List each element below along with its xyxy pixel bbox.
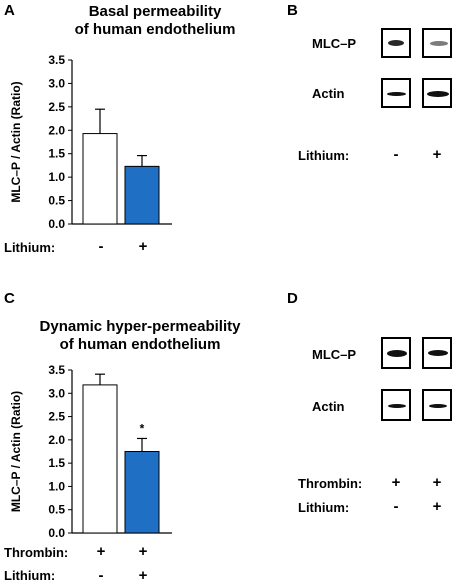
y-tick-label: 1.0 [48, 479, 65, 493]
panel-d-thrombin-label: Thrombin: [298, 476, 363, 491]
panel-d-actin-label: Actin [312, 399, 345, 414]
panel-d-blot-mlcp-1 [381, 337, 411, 369]
panel-b-lithium-sign-1: - [393, 146, 399, 163]
y-tick-label: 0.0 [48, 526, 65, 540]
significance-marker: * [140, 421, 145, 435]
panel-d-blot-actin-1 [381, 389, 411, 421]
blot-band [388, 40, 404, 46]
y-tick-label: 3.0 [48, 76, 65, 90]
y-tick-label: 2.0 [48, 433, 65, 447]
panel-c-thrombin-sign-1: + [96, 543, 106, 560]
y-axis-label: MLC–P / Actin (Ratio) [9, 81, 23, 202]
panel-d-blot-actin-2 [422, 389, 452, 421]
y-tick-label: 0.0 [48, 217, 65, 231]
panel-c-lithium-sign-1: - [98, 567, 104, 584]
y-tick-label: 0.5 [48, 503, 65, 517]
y-tick-label: 1.5 [48, 456, 65, 470]
panel-d-thrombin-sign-2: + [432, 474, 442, 491]
panel-c-title: Dynamic hyper-permeability of human endo… [10, 318, 270, 354]
panel-b-blot-mlcp-1 [381, 28, 411, 58]
panel-a-lithium-sign-1: - [98, 238, 104, 255]
panel-a-title: Basal permeability of human endothelium [40, 3, 270, 39]
panel-d-blot-mlcp-2 [422, 337, 452, 369]
lithium-bar [124, 451, 160, 534]
panel-a-lithium-label: Lithium: [4, 240, 56, 255]
panel-a-lithium-sign-2: + [138, 238, 148, 255]
panel-d-lithium-sign-2: + [432, 498, 442, 515]
blot-band [388, 404, 406, 408]
y-tick-label: 3.5 [48, 363, 65, 377]
y-tick-label: 2.5 [48, 410, 65, 424]
panel-a-title-line1: Basal permeability [88, 3, 222, 20]
panel-b-actin-label: Actin [312, 86, 345, 101]
blot-band [428, 350, 448, 356]
panel-d-lithium-label: Lithium: [298, 500, 350, 515]
panel-c-title-line1: Dynamic hyper-permeability [39, 318, 241, 335]
y-tick-label: 0.5 [48, 194, 65, 208]
blot-band [427, 91, 449, 97]
panel-c-lithium-sign-2: + [138, 567, 148, 584]
blot-band [387, 92, 406, 96]
panel-d-mlcp-label: MLC–P [312, 347, 357, 362]
panel-c-title-line2: of human endothelium [59, 336, 221, 353]
panel-b-blot-actin-2 [422, 78, 452, 108]
blot-band [387, 350, 407, 357]
panel-d-lithium-sign-1: - [393, 498, 399, 515]
panel-b-blot-actin-1 [381, 78, 411, 108]
y-tick-label: 1.5 [48, 147, 65, 161]
y-tick-label: 2.0 [48, 123, 65, 137]
panel-c-thrombin-label: Thrombin: [4, 545, 69, 560]
y-axis-label: MLC–P / Actin (Ratio) [9, 391, 23, 512]
panel-d-thrombin-sign-1: + [391, 474, 401, 491]
panel-b-blot-mlcp-2 [422, 28, 452, 58]
panel-c-letter: C [4, 290, 15, 307]
control-bar [82, 133, 118, 225]
panel-a-letter: A [4, 2, 15, 19]
panel-b-mlcp-label: MLC–P [312, 36, 357, 51]
y-tick-label: 2.5 [48, 100, 65, 114]
panel-a-title-line2: of human endothelium [74, 21, 236, 38]
y-tick-label: 3.0 [48, 386, 65, 400]
y-tick-label: 3.5 [48, 53, 65, 67]
panel-b-letter: B [287, 2, 298, 19]
panel-c-lithium-label: Lithium: [4, 568, 56, 583]
y-tick-label: 1.0 [48, 170, 65, 184]
panel-b-lithium-sign-2: + [432, 146, 442, 163]
blot-band [430, 41, 448, 46]
blot-band [429, 404, 447, 408]
panel-d-letter: D [287, 290, 298, 307]
panel-b-lithium-label: Lithium: [298, 148, 350, 163]
panel-c-thrombin-sign-2: + [138, 543, 148, 560]
control-bar [82, 384, 118, 534]
